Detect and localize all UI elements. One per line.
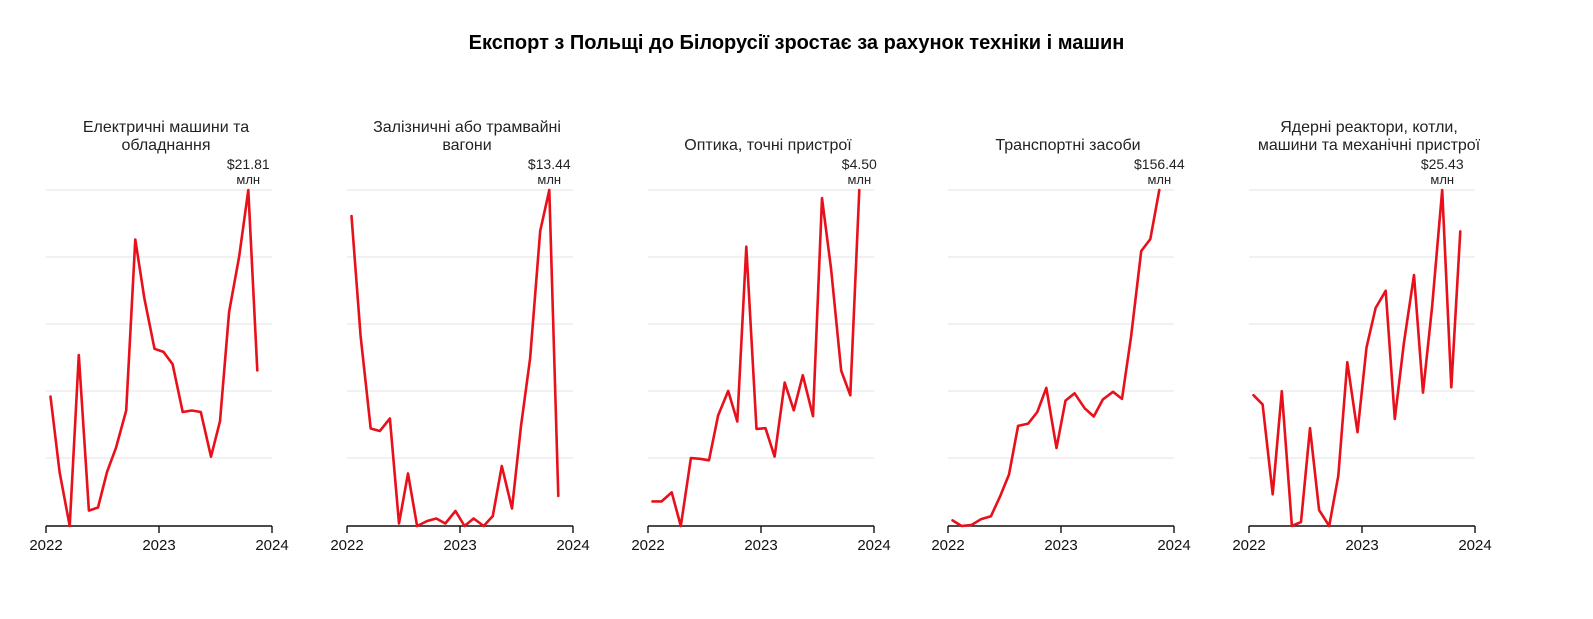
series-line [651,188,861,528]
x-tick-label: 2022 [1232,537,1265,554]
panel-title: Транспортні засоби [995,137,1141,154]
max-value-label: $21.81 [227,156,270,172]
x-tick-label: 2022 [330,537,363,554]
x-tick-label: 2022 [631,537,664,554]
x-tick-label: 2023 [1044,537,1077,554]
chart-panel-3: Оптика, точні пристрої 2022 2023 2024 $4.50 м… [631,80,908,580]
x-tick-label: 2024 [857,537,890,554]
panel-title: Оптика, точні пристрої [684,137,852,154]
series-line [350,188,560,528]
chart-main-title: Експорт з Польщі до Білорусії зростає за… [468,32,1125,54]
max-unit-label: млн [236,172,260,187]
max-value-label: $25.43 [1421,156,1464,172]
max-value-label: $4.50 [842,156,877,172]
max-unit-label: млн [1430,172,1454,187]
panel-title: Електричні машини та обладнання [82,119,250,154]
chart-panel-2: Залізничні або трамвайні вагони 2022 2023 2… [330,80,607,580]
x-tick-label: 2023 [443,537,476,554]
grid-lines [948,189,1174,459]
max-unit-label: млн [537,172,561,187]
chart-panel-4: Транспортні засоби 2022 2023 2024 $156.44 млн [931,80,1208,580]
max-unit-label: млн [1147,172,1171,187]
x-tick-label: 2023 [142,537,175,554]
max-unit-label: млн [847,172,871,187]
grid-lines [347,189,573,459]
panel-title: Ядерні реактори, котли, машини та механі… [1257,119,1481,154]
x-tick-label: 2024 [1458,537,1491,554]
series-line [1252,188,1462,528]
grid-lines [648,189,874,459]
x-tick-label: 2023 [1345,537,1378,554]
x-tick-label: 2024 [556,537,589,554]
x-tick-label: 2022 [29,537,62,554]
chart-panel-5: Ядерні реактори, котли, машини та механі… [1232,80,1509,580]
panel-title: Залізничні або трамвайні вагони [373,119,561,154]
max-value-label: $156.44 [1134,156,1185,172]
series-line [951,188,1161,528]
grid-lines [46,189,272,459]
x-tick-label: 2024 [255,537,288,554]
series-line [49,188,259,528]
max-value-label: $13.44 [528,156,571,172]
x-tick-label: 2022 [931,537,964,554]
x-tick-label: 2024 [1157,537,1190,554]
chart-panel-1: Електричні машини та обладнання 2022 2023 2… [29,80,306,580]
x-tick-label: 2023 [744,537,777,554]
